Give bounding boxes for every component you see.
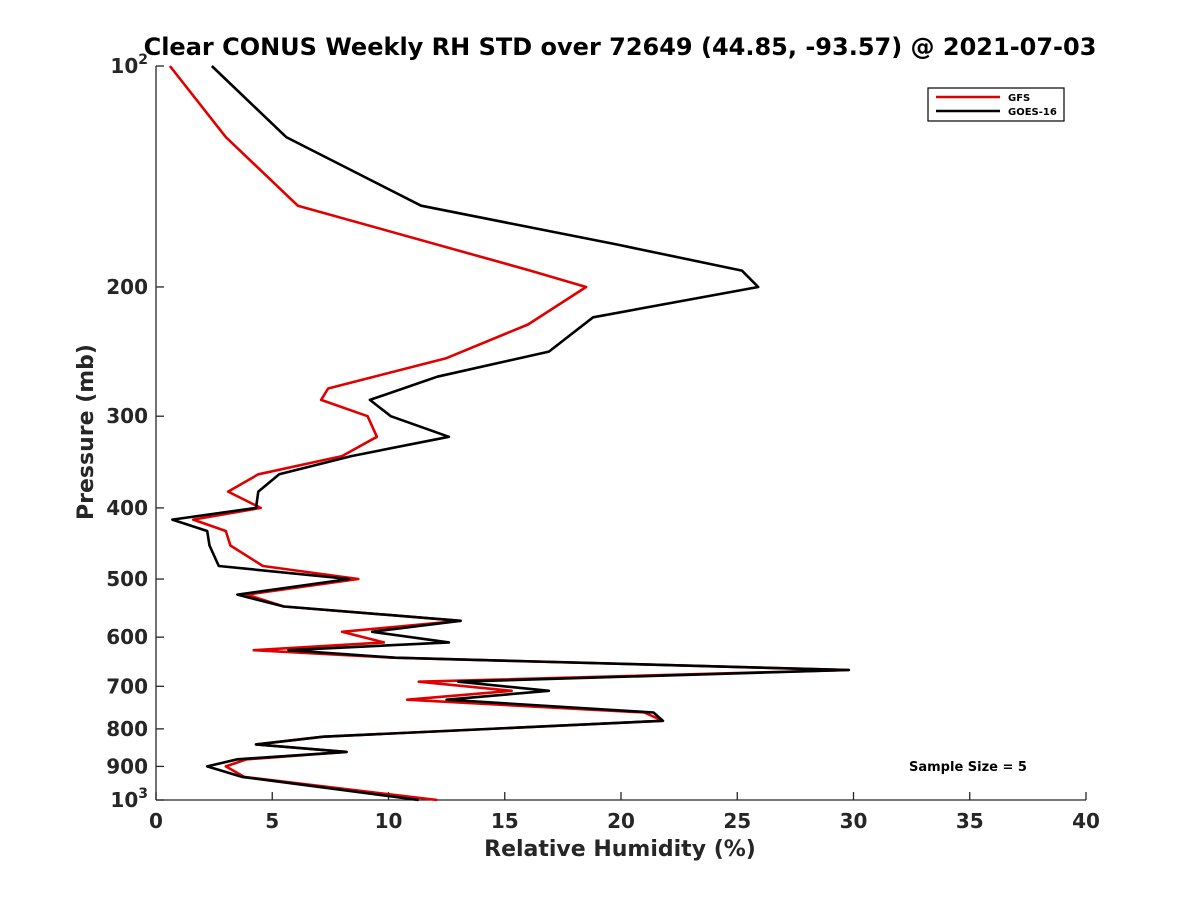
- y-axis-label: Pressure (mb): [74, 344, 99, 520]
- y-tick-label: 200: [106, 275, 148, 299]
- chart-title: Clear CONUS Weekly RH STD over 72649 (44…: [144, 33, 1097, 61]
- x-axis-ticks: 0 5 10 15 20 25 30 35 40: [149, 792, 1100, 833]
- legend: GFS GOES-16: [927, 87, 1065, 122]
- x-tick-label: 0: [149, 809, 163, 833]
- y-tick-label: 300: [106, 404, 148, 428]
- x-tick-label: 20: [607, 809, 635, 833]
- legend-label-goes-16: GOES-16: [1008, 107, 1057, 118]
- y-tick-label: 600: [106, 625, 148, 649]
- y-tick-label: 102: [110, 52, 148, 78]
- x-tick-label: 10: [375, 809, 403, 833]
- x-axis-label: Relative Humidity (%): [484, 837, 756, 862]
- x-tick-label: 30: [840, 809, 868, 833]
- legend-box: [927, 87, 1065, 122]
- y-tick-label: 700: [106, 674, 148, 698]
- y-tick-label: 800: [106, 717, 148, 741]
- x-tick-label: 40: [1072, 809, 1100, 833]
- x-tick-label: 25: [723, 809, 751, 833]
- y-tick-label: 900: [106, 754, 148, 778]
- sample-size-annotation: Sample Size = 5: [909, 760, 1027, 775]
- y-tick-label: 500: [106, 567, 148, 591]
- x-tick-label: 35: [956, 809, 984, 833]
- legend-label-gfs: GFS: [1008, 93, 1030, 104]
- y-tick-label: 400: [106, 496, 148, 520]
- x-tick-label: 15: [491, 809, 519, 833]
- series-line-goes-16: [171, 65, 851, 802]
- y-tick-label: 103: [110, 786, 148, 812]
- series-lines: [168, 65, 851, 802]
- y-axis-ticks: 102 200 300 400 500 600 700 800 900 103: [106, 52, 164, 812]
- x-tick-label: 5: [265, 809, 279, 833]
